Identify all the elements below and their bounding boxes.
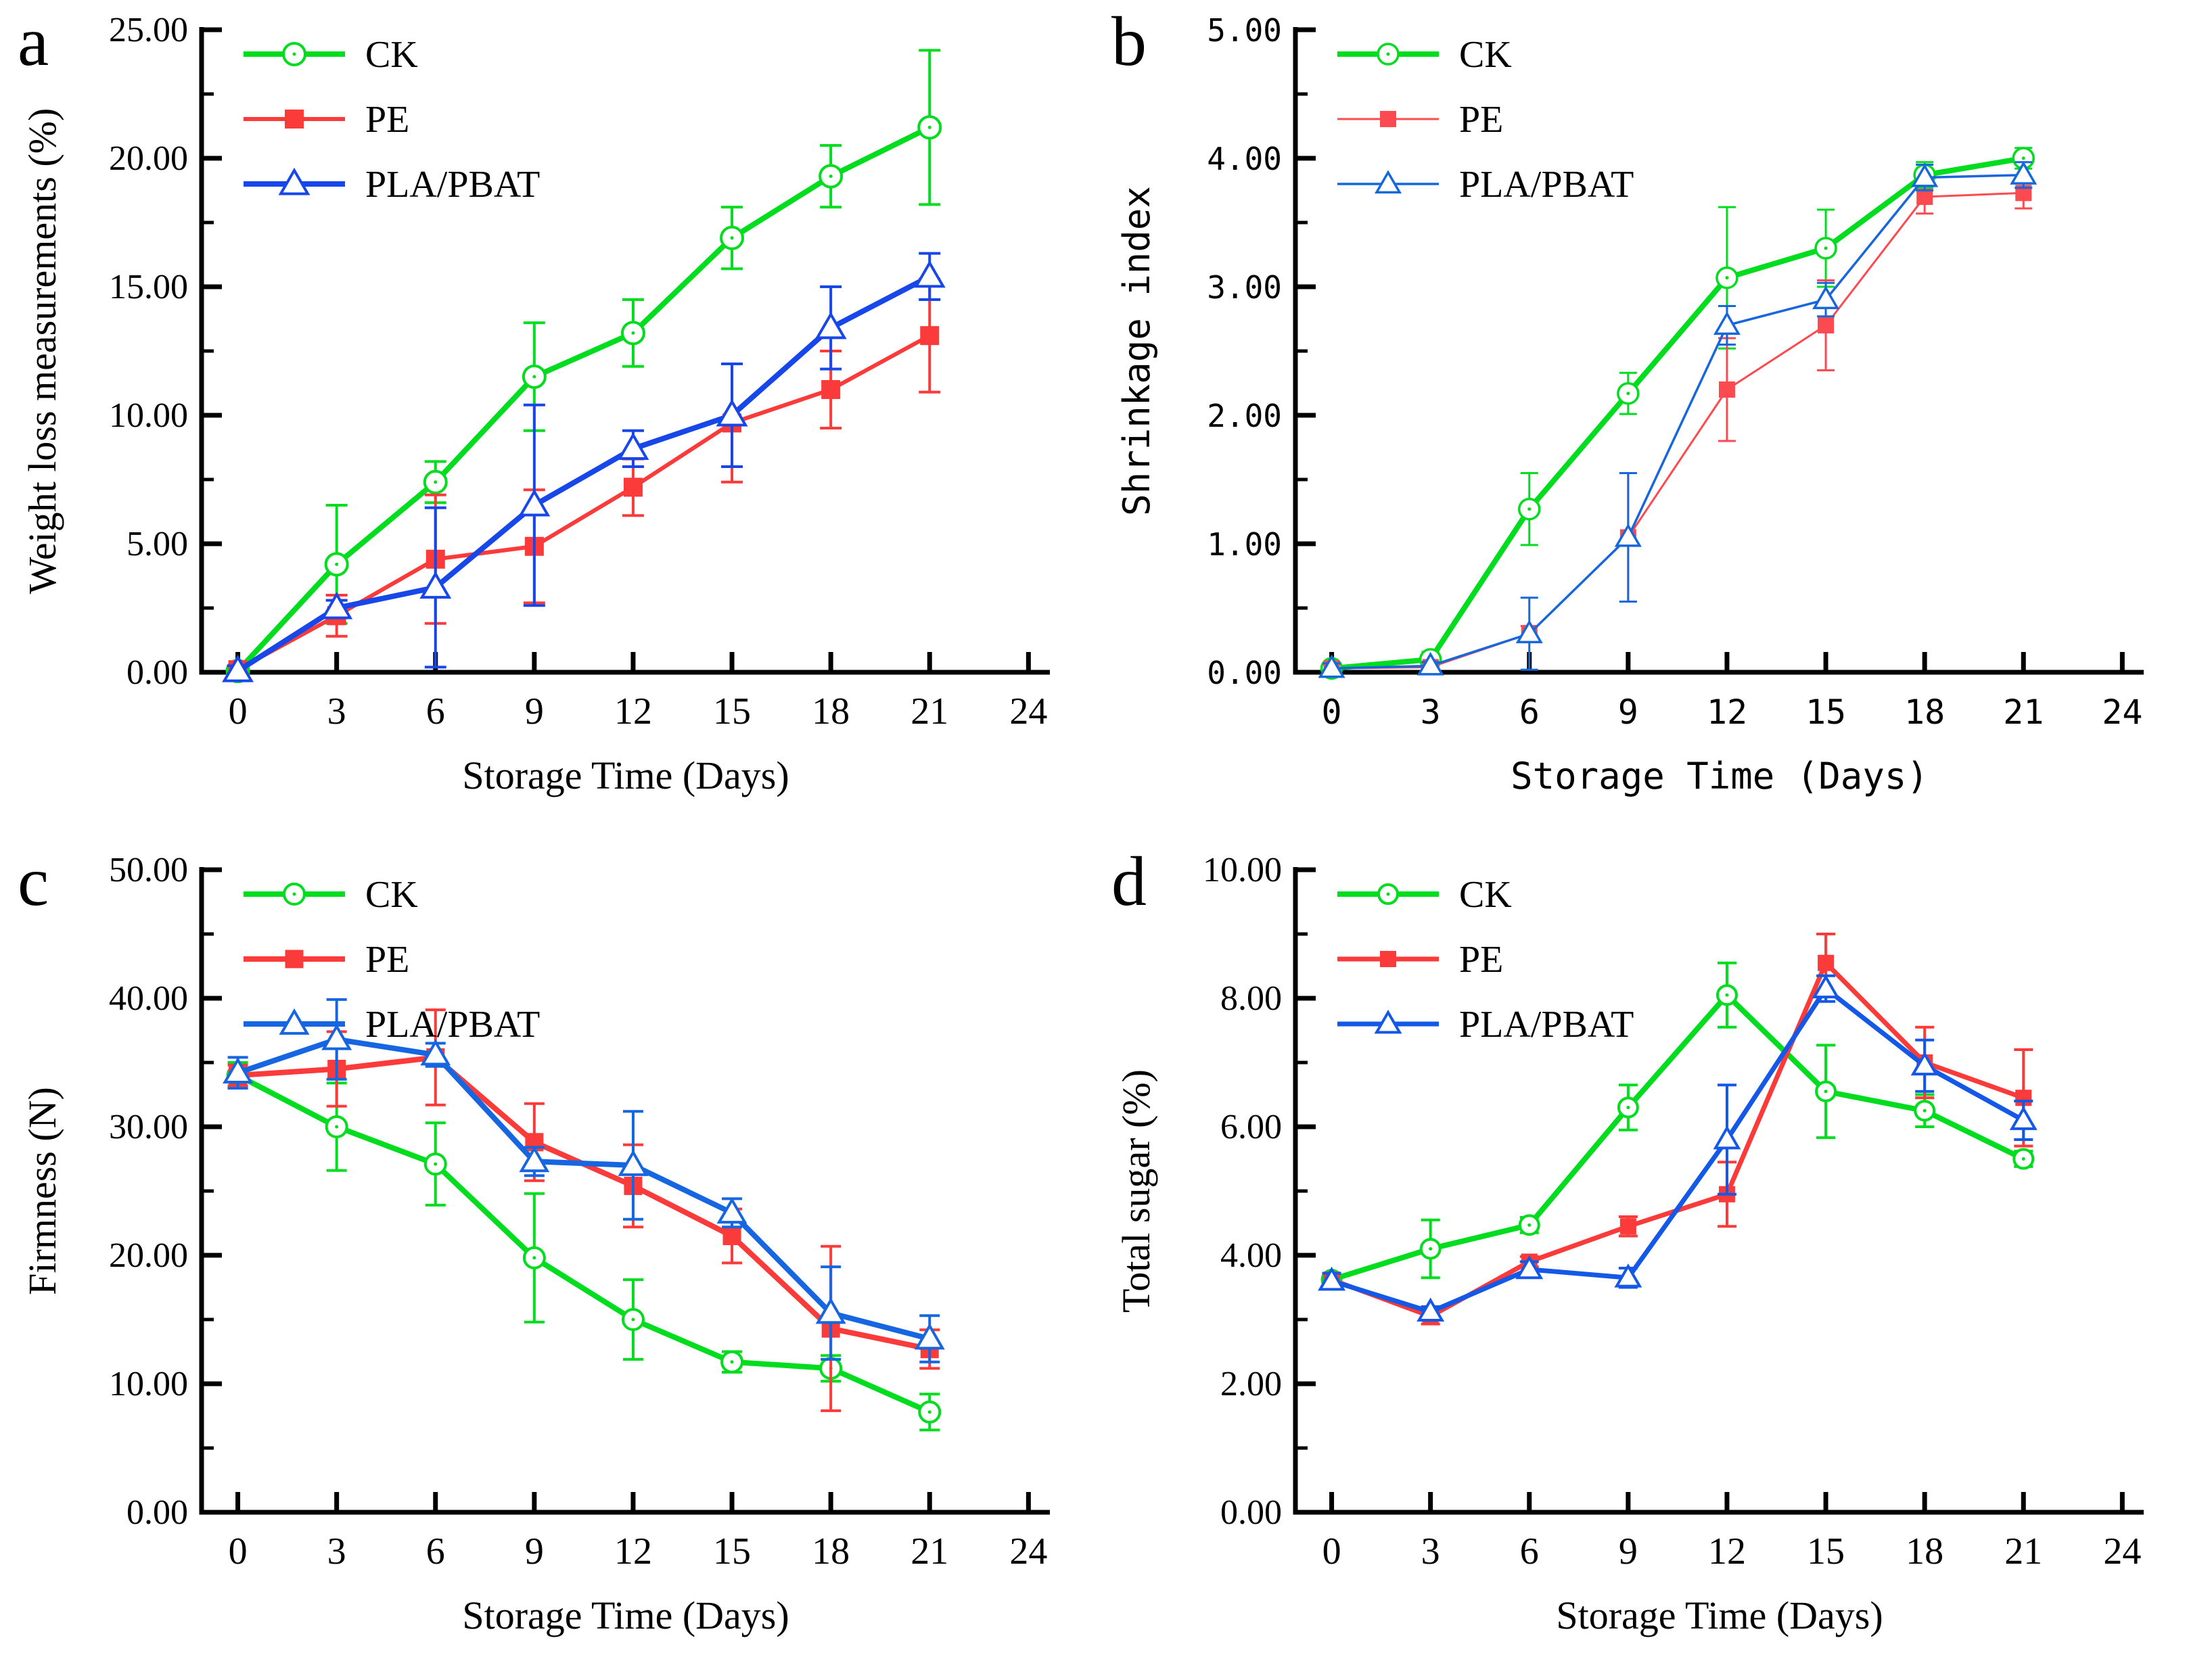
svg-text:12: 12: [614, 691, 652, 732]
svg-text:0.00: 0.00: [126, 1493, 188, 1532]
svg-text:CK: CK: [365, 34, 418, 76]
svg-text:24: 24: [1009, 1531, 1047, 1572]
svg-text:Storage Time (Days): Storage Time (Days): [462, 1593, 789, 1637]
svg-text:6: 6: [426, 691, 445, 732]
panel-d: 0.00 2.00 4.00 6.00 8.00 10.00 0 3 6 9 12 15 18 21 24 S…: [1094, 840, 2187, 1680]
svg-text:PE: PE: [1459, 939, 1503, 981]
svg-text:18: 18: [812, 1531, 850, 1572]
svg-text:15: 15: [713, 1531, 751, 1572]
svg-text:24: 24: [2102, 693, 2142, 732]
panel-letter-c: c: [18, 843, 49, 920]
panel-a-chart: 0.00 5.00 10.00 15.00 20.00 25.00 0 3 6 9 12 15 18 21…: [0, 0, 1093, 840]
svg-text:Shrinkage index: Shrinkage index: [1115, 186, 1158, 516]
svg-text:2.00: 2.00: [1220, 1365, 1282, 1403]
svg-text:18: 18: [1904, 693, 1945, 732]
svg-text:0: 0: [229, 691, 248, 732]
panel-b-chart: 0.00 1.00 2.00 3.00 4.00 5.00 0 3 6 9 12 15 18 21 24 St…: [1094, 0, 2187, 840]
svg-text:9: 9: [525, 1531, 544, 1572]
svg-text:20.00: 20.00: [109, 139, 188, 178]
svg-text:PLA/PBAT: PLA/PBAT: [1459, 164, 1634, 206]
svg-text:8.00: 8.00: [1220, 979, 1282, 1018]
svg-text:Weight loss measurements (%): Weight loss measurements (%): [20, 108, 64, 594]
svg-text:24: 24: [2103, 1531, 2141, 1572]
panel-c: 0.00 10.00 20.00 30.00 40.00 50.00 0 3 6 9 12 15 18 2…: [0, 840, 1093, 1680]
svg-text:15: 15: [713, 691, 751, 732]
svg-text:10.00: 10.00: [109, 1365, 188, 1403]
svg-text:3: 3: [327, 1531, 346, 1572]
svg-text:12: 12: [1708, 1531, 1746, 1572]
svg-text:3: 3: [1421, 693, 1441, 732]
svg-text:21: 21: [911, 691, 948, 732]
svg-text:PE: PE: [365, 939, 409, 981]
svg-text:9: 9: [525, 691, 544, 732]
svg-text:9: 9: [1618, 693, 1638, 732]
svg-text:20.00: 20.00: [109, 1236, 188, 1275]
svg-text:PE: PE: [365, 99, 409, 141]
svg-text:0.00: 0.00: [1207, 655, 1282, 691]
svg-text:PLA/PBAT: PLA/PBAT: [1459, 1004, 1634, 1046]
svg-text:21: 21: [2004, 1531, 2042, 1572]
svg-text:0: 0: [1322, 693, 1342, 732]
svg-text:18: 18: [812, 691, 850, 732]
panel-a: 0.00 5.00 10.00 15.00 20.00 25.00 0 3 6 9 12 15 18 21…: [0, 0, 1093, 840]
svg-text:PLA/PBAT: PLA/PBAT: [365, 1004, 540, 1046]
svg-text:24: 24: [1009, 691, 1047, 732]
svg-text:15.00: 15.00: [109, 268, 188, 306]
panel-d-chart: 0.00 2.00 4.00 6.00 8.00 10.00 0 3 6 9 12 15 18 21 24 S…: [1094, 840, 2187, 1680]
svg-text:15: 15: [1805, 693, 1846, 732]
svg-text:Total sugar (%): Total sugar (%): [1114, 1069, 1158, 1313]
svg-text:0.00: 0.00: [126, 653, 188, 692]
panel-b: 0.00 1.00 2.00 3.00 4.00 5.00 0 3 6 9 12 15 18 21 24 St…: [1094, 0, 2187, 840]
svg-text:10.00: 10.00: [109, 396, 188, 435]
svg-text:Firmness (N): Firmness (N): [20, 1087, 64, 1295]
svg-text:PE: PE: [1459, 99, 1503, 141]
svg-text:12: 12: [1707, 693, 1747, 732]
svg-text:CK: CK: [1459, 874, 1512, 916]
svg-text:12: 12: [614, 1531, 652, 1572]
svg-text:Storage Time (Days): Storage Time (Days): [1511, 755, 1929, 797]
svg-text:30.00: 30.00: [109, 1108, 188, 1146]
svg-text:CK: CK: [365, 874, 418, 916]
panel-letter-b: b: [1111, 3, 1147, 80]
svg-text:6: 6: [426, 1531, 445, 1572]
svg-text:2.00: 2.00: [1207, 398, 1282, 434]
svg-text:6: 6: [1520, 1531, 1539, 1572]
panel-letter-a: a: [18, 3, 49, 80]
svg-text:PLA/PBAT: PLA/PBAT: [365, 164, 540, 206]
svg-text:50.00: 50.00: [109, 851, 188, 889]
svg-text:10.00: 10.00: [1203, 851, 1282, 889]
svg-text:3: 3: [327, 691, 346, 732]
svg-text:0: 0: [229, 1531, 248, 1572]
svg-text:CK: CK: [1459, 34, 1512, 76]
svg-text:0: 0: [1322, 1531, 1341, 1572]
svg-text:5.00: 5.00: [1207, 12, 1282, 49]
svg-text:Storage Time (Days): Storage Time (Days): [462, 753, 789, 797]
svg-text:40.00: 40.00: [109, 979, 188, 1018]
svg-text:3: 3: [1421, 1531, 1440, 1572]
svg-text:15: 15: [1807, 1531, 1845, 1572]
svg-text:0.00: 0.00: [1220, 1493, 1282, 1532]
svg-text:21: 21: [911, 1531, 948, 1572]
panel-letter-d: d: [1111, 843, 1147, 920]
panel-c-chart: 0.00 10.00 20.00 30.00 40.00 50.00 0 3 6 9 12 15 18 2…: [0, 840, 1093, 1680]
svg-text:21: 21: [2003, 693, 2044, 732]
svg-text:4.00: 4.00: [1207, 141, 1282, 177]
svg-text:3.00: 3.00: [1207, 269, 1282, 306]
svg-text:9: 9: [1619, 1531, 1638, 1572]
svg-text:1.00: 1.00: [1207, 526, 1282, 563]
svg-text:Storage Time (Days): Storage Time (Days): [1556, 1593, 1883, 1637]
svg-text:4.00: 4.00: [1220, 1236, 1282, 1275]
svg-text:5.00: 5.00: [126, 525, 188, 563]
svg-text:18: 18: [1906, 1531, 1943, 1572]
svg-text:6: 6: [1519, 693, 1540, 732]
svg-text:6.00: 6.00: [1220, 1108, 1282, 1146]
svg-text:25.00: 25.00: [109, 11, 188, 49]
